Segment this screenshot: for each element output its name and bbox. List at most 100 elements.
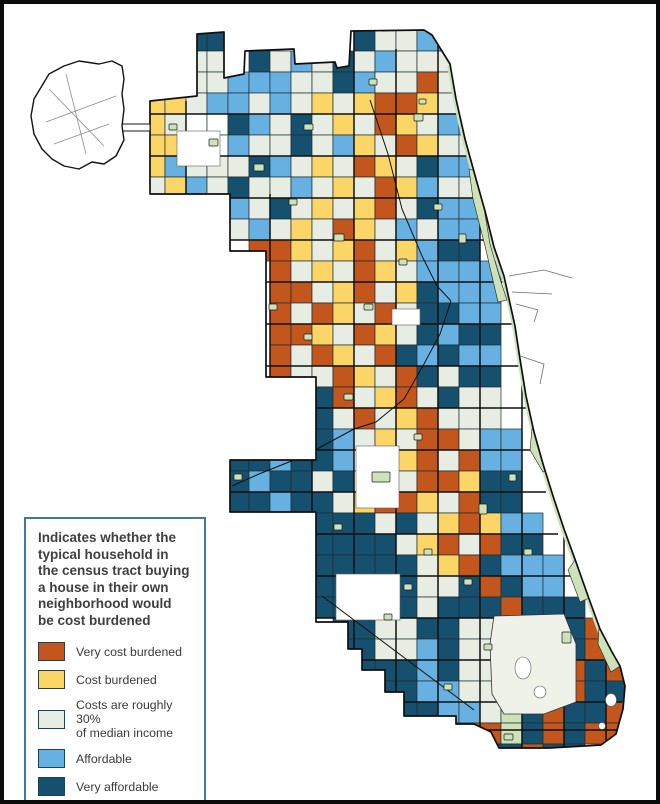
census-tract-cell <box>395 239 418 262</box>
census-tract-cell <box>353 260 376 283</box>
census-tract-cell <box>269 197 292 220</box>
census-tract-cell <box>353 113 376 136</box>
no-data-area <box>176 130 221 167</box>
census-tract-cell <box>500 575 523 598</box>
census-tract-cell <box>416 470 439 493</box>
river-line <box>231 428 355 487</box>
census-tract-cell <box>416 218 439 241</box>
census-tract-cell <box>332 365 355 388</box>
census-tract-cell <box>290 470 313 493</box>
census-tract-cell <box>269 134 292 157</box>
census-tract-cell <box>437 449 460 472</box>
census-tract-cell <box>458 554 481 577</box>
census-tract-cell <box>395 197 418 220</box>
census-tract-cell <box>353 218 376 241</box>
census-tract-cell <box>227 218 250 241</box>
census-tract-cell <box>437 239 460 262</box>
river-line <box>321 595 475 711</box>
census-tract-cell <box>332 470 355 493</box>
census-tract-cell <box>500 596 523 619</box>
park <box>403 583 413 591</box>
census-tract-cell <box>269 113 292 136</box>
legend-box: Indicates whether the typical household … <box>24 517 206 800</box>
river-line <box>369 99 452 302</box>
census-tract-cell <box>542 554 565 577</box>
census-tract-cell <box>290 239 313 262</box>
census-tract-cell <box>521 575 544 598</box>
census-tract-cell <box>227 155 250 178</box>
census-tract-cell <box>332 92 355 115</box>
census-tract-cell <box>248 134 271 157</box>
census-tract-cell <box>458 428 481 451</box>
census-tract-cell <box>584 680 607 703</box>
legend-title: Indicates whether the typical household … <box>38 530 190 628</box>
census-tract-cell <box>479 575 502 598</box>
census-tract-cell <box>437 71 460 94</box>
census-tract-cell <box>458 386 481 409</box>
census-tract-cell <box>269 281 292 304</box>
census-tract-cell <box>416 617 439 640</box>
census-tract-cell <box>332 239 355 262</box>
census-tract-cell <box>479 386 502 409</box>
census-tract-cell <box>269 323 292 346</box>
census-tract-cell <box>437 407 460 430</box>
census-tract-cell <box>311 71 334 94</box>
harbor-pier-line <box>519 355 545 385</box>
census-tract-cell <box>374 323 397 346</box>
census-tract-cell <box>332 449 355 472</box>
census-tract-cell <box>458 617 481 640</box>
park <box>333 523 343 531</box>
census-tract-cell <box>269 92 292 115</box>
park <box>463 578 473 586</box>
census-tract-cell <box>458 365 481 388</box>
park <box>168 123 178 131</box>
census-tract-cell <box>479 533 502 556</box>
census-tract-cell <box>458 533 481 556</box>
census-tract-cell <box>479 323 502 346</box>
census-tract-cell <box>248 218 271 241</box>
census-tract-cell <box>311 92 334 115</box>
census-tract-cell <box>311 113 334 136</box>
census-tract-cell <box>416 365 439 388</box>
census-tract-cell <box>627 681 648 702</box>
census-tract-cell <box>458 701 481 724</box>
park <box>433 203 443 211</box>
census-tract-cell <box>584 659 607 682</box>
census-tract-cell <box>437 155 460 178</box>
census-tract-cell <box>374 71 397 94</box>
census-tract-cell <box>332 323 355 346</box>
census-tract-cell <box>458 743 481 748</box>
census-tract-cell <box>416 449 439 472</box>
census-tract-cell <box>500 722 523 745</box>
census-tract-cell <box>395 71 418 94</box>
census-tract-cell <box>374 407 397 430</box>
legend-swatch-cost-burdened <box>38 670 65 689</box>
park <box>208 138 219 147</box>
census-tract-cell <box>332 113 355 136</box>
park <box>268 303 278 311</box>
census-tract-cell <box>311 260 334 283</box>
census-tract-cell <box>353 176 376 199</box>
park <box>368 78 378 86</box>
census-tract-cell <box>627 702 648 723</box>
census-tract-cell <box>290 134 313 157</box>
census-tract-cell <box>269 71 292 94</box>
census-tract-cell <box>521 722 544 745</box>
census-tract-cell <box>395 512 418 535</box>
census-tract-cell <box>437 365 460 388</box>
park <box>353 653 363 661</box>
census-tract-cell <box>458 260 481 283</box>
park <box>288 198 298 206</box>
census-tract-cell <box>374 50 397 73</box>
census-tract-cell <box>374 281 397 304</box>
census-tract-cell <box>416 659 439 682</box>
census-tract-cell <box>227 197 250 220</box>
census-tract-cell <box>269 218 292 241</box>
census-tract-cell <box>353 197 376 220</box>
park <box>458 233 467 244</box>
census-tract-cell <box>437 260 460 283</box>
park <box>303 333 313 341</box>
park <box>303 123 314 131</box>
census-tract-cell <box>437 659 460 682</box>
legend-item-costs-roughly-30pct: Costs are roughly 30% of median income <box>38 698 194 740</box>
